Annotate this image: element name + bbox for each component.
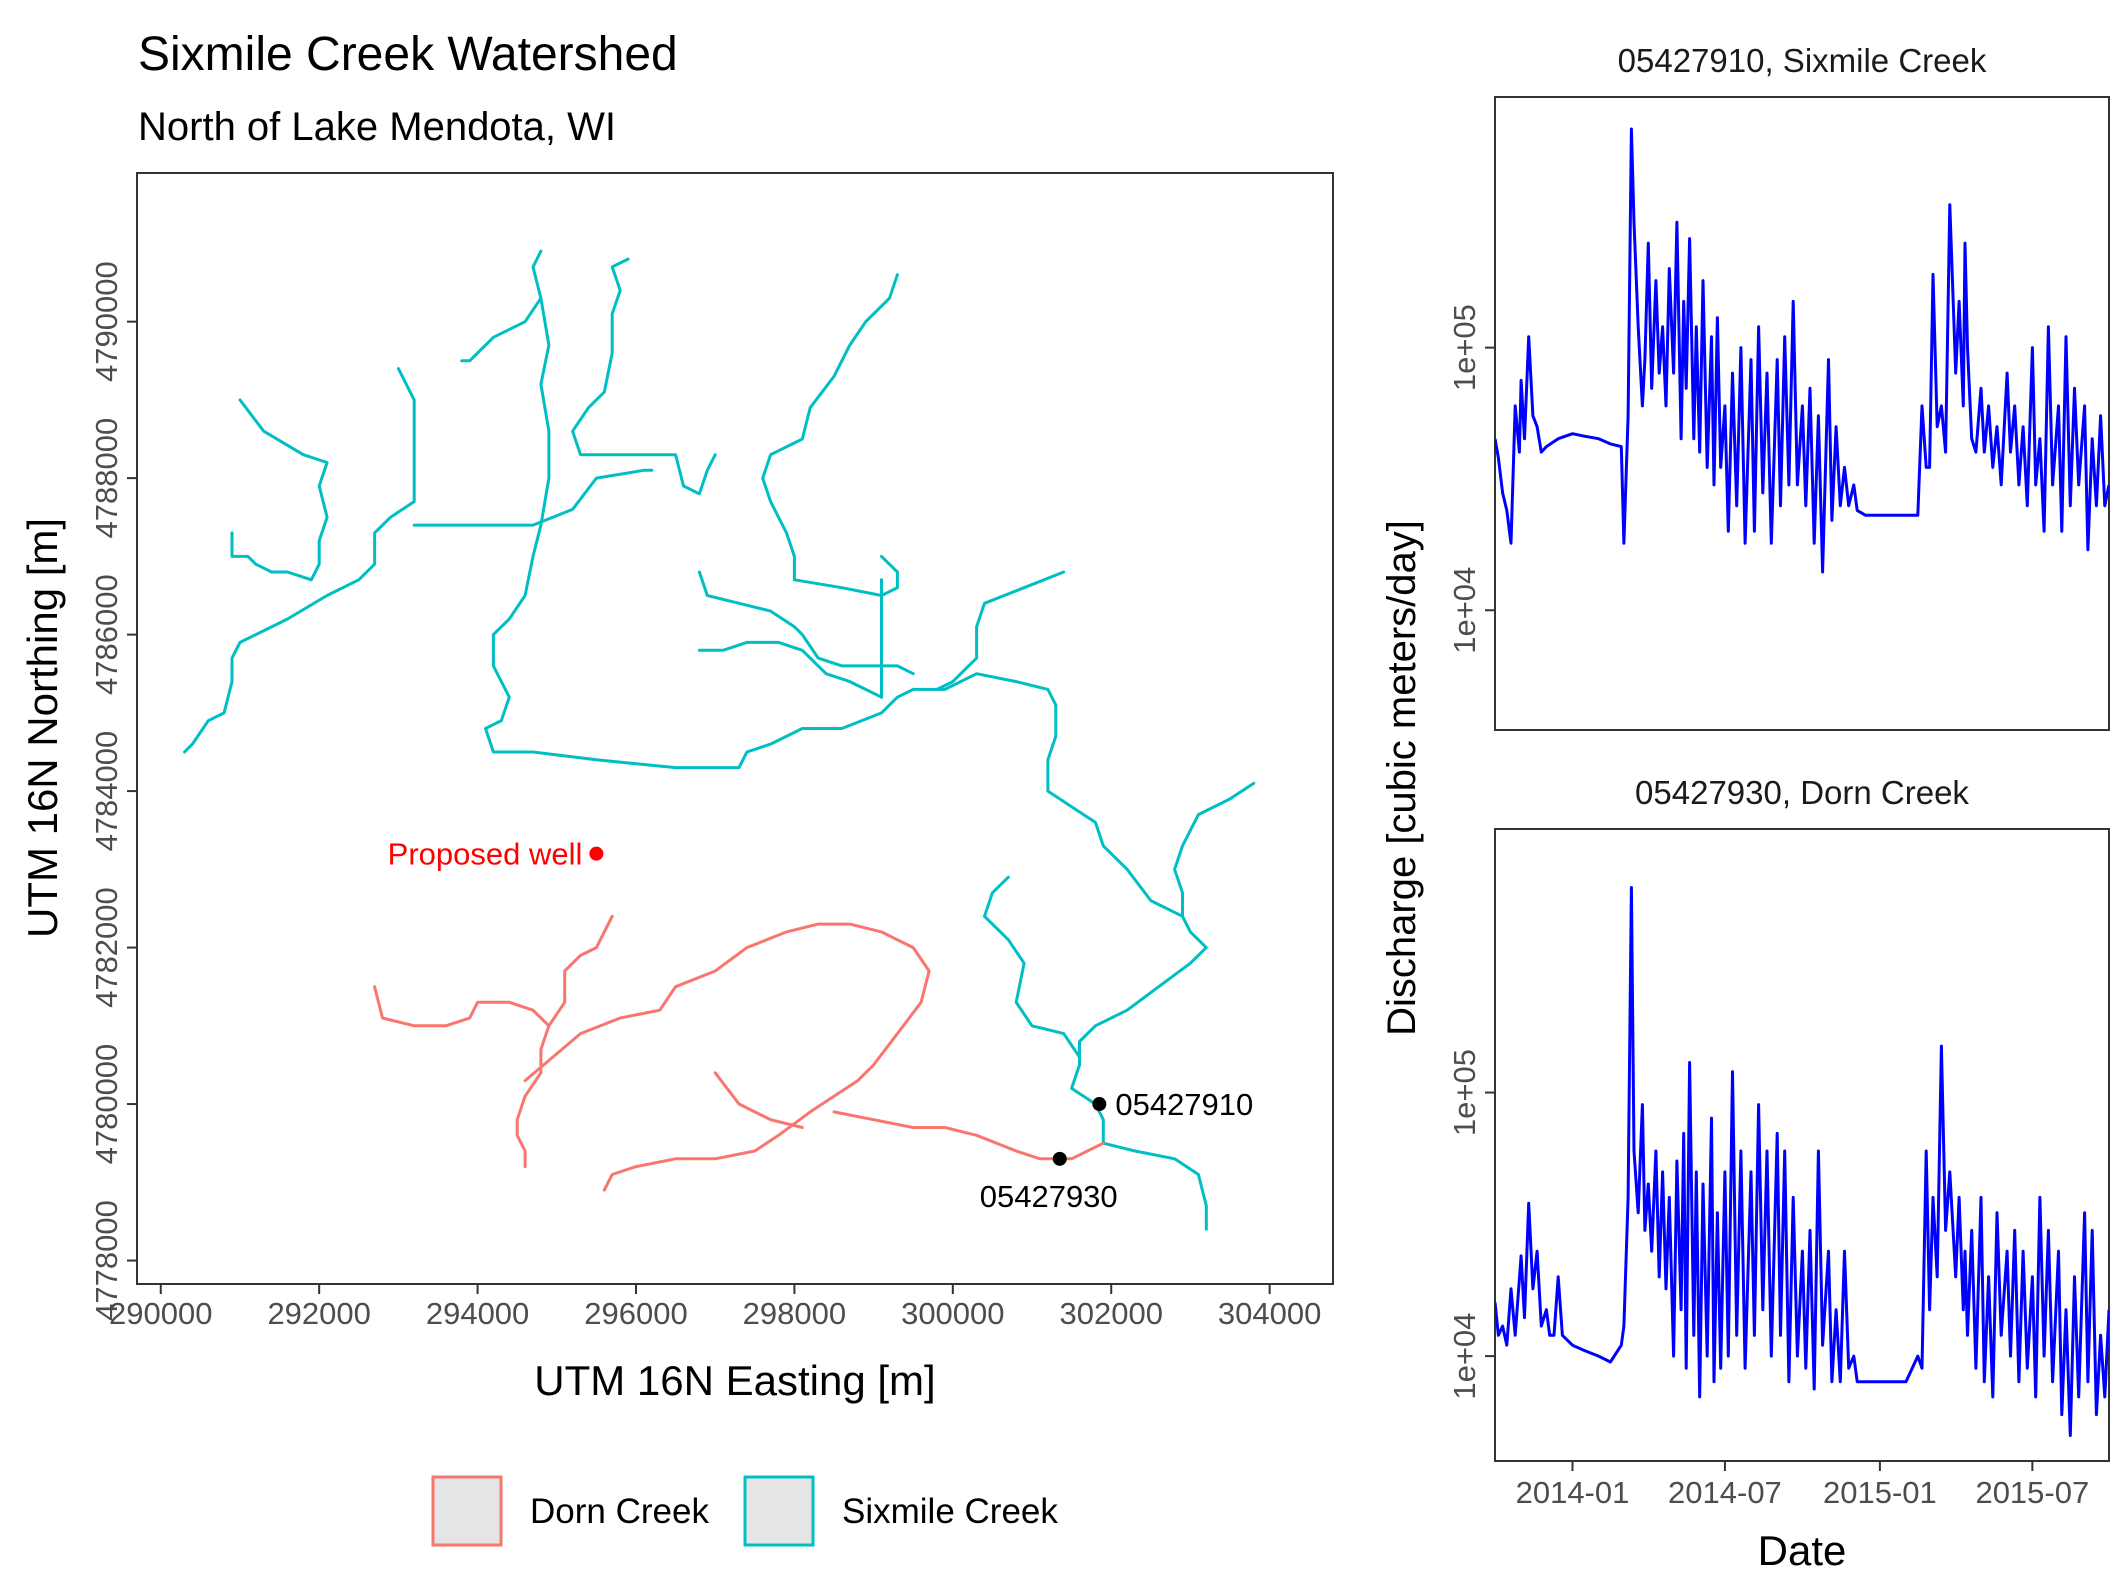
map-y-tick-label: 4778000	[89, 1200, 124, 1321]
05427930-label: 05427930	[980, 1179, 1118, 1214]
sixmile-discharge-line	[1495, 127, 2109, 574]
sixmile-creek-reach-7	[761, 273, 899, 597]
05427910-label: 05427910	[1115, 1087, 1253, 1122]
map-x-axis-label: UTM 16N Easting [m]	[534, 1357, 935, 1404]
map-panel: Proposed well 05427910 05427930 290000 2920…	[19, 172, 1334, 1404]
map-x-tick-label: 292000	[267, 1296, 370, 1331]
map-x-tick-label: 298000	[743, 1296, 846, 1331]
map-x-tick-label: 290000	[109, 1296, 212, 1331]
sixmile-creek-reach-4	[183, 367, 416, 754]
map-title: Sixmile Creek Watershed	[138, 28, 678, 81]
dorn-creek-reach-1	[515, 914, 614, 1169]
map-y-tick-label: 4782000	[89, 887, 124, 1008]
legend-key-dorn-creek	[431, 1475, 503, 1547]
sixmile-creek-reach-1	[460, 249, 543, 363]
dorn-y-tick-label: 1e+04	[1447, 1313, 1482, 1400]
hydrograph-sixmile-title: 05427910, Sixmile Creek	[1618, 42, 1987, 79]
map-y-tick-label: 4784000	[89, 731, 124, 852]
dorn-x-tick-label: 2014-01	[1516, 1475, 1630, 1510]
map-y-tick-label: 4790000	[89, 261, 124, 382]
hydrograph-dorn-y-axis: 1e+04 1e+05	[1447, 1049, 1495, 1400]
sixmile-creek-reach-6	[412, 468, 654, 527]
map-y-tick-label: 4788000	[89, 418, 124, 539]
dorn-creek-reach-4	[713, 1071, 804, 1129]
sixmile-creek-reach-8	[697, 570, 915, 676]
map-x-tick-label: 302000	[1059, 1296, 1162, 1331]
legend-label-dorn-creek: Dorn Creek	[530, 1492, 709, 1531]
hydrograph-x-axis-label: Date	[1758, 1527, 1847, 1574]
sixmile-y-tick-label: 1e+05	[1447, 304, 1482, 391]
05427910-marker	[1092, 1097, 1107, 1112]
dorn-x-tick-label: 2015-01	[1823, 1475, 1937, 1510]
legend-label-sixmile-creek: Sixmile Creek	[842, 1492, 1058, 1531]
map-x-tick-label: 296000	[584, 1296, 687, 1331]
sixmile-creek-reach-13	[983, 875, 1081, 1059]
hydrograph-dorn-plot-area	[1494, 828, 2110, 1462]
dorn-x-tick-label: 2014-07	[1668, 1475, 1782, 1510]
dorn-y-tick-label: 1e+05	[1447, 1049, 1482, 1136]
legend: Dorn Creek Sixmile Creek	[431, 1475, 1058, 1547]
dorn-discharge-line	[1495, 886, 2109, 1437]
dorn-x-tick-label: 2015-07	[1975, 1475, 2089, 1510]
map-y-axis-label: UTM 16N Northing [m]	[19, 518, 66, 938]
hydrograph-y-axis-label: Discharge [cubic meters/day]	[1380, 520, 1424, 1036]
legend-key-sixmile-creek	[743, 1475, 815, 1547]
hydrograph-sixmile-panel: 05427910, Sixmile Creek 1e+04 1e+05	[1447, 42, 2110, 731]
map-subtitle: North of Lake Mendota, WI	[138, 105, 616, 149]
map-y-axis: 4778000 4780000 4782000 4784000 4786000 47880…	[89, 261, 137, 1321]
proposed-well-label: Proposed well	[388, 837, 583, 872]
05427930-marker	[1052, 1151, 1067, 1166]
sixmile-creek-reach-5	[230, 398, 329, 582]
hydrograph-dorn-title: 05427930, Dorn Creek	[1635, 774, 1969, 811]
map-y-tick-label: 4786000	[89, 574, 124, 695]
map-x-tick-label: 300000	[901, 1296, 1004, 1331]
map-x-tick-label: 294000	[426, 1296, 529, 1331]
dorn-creek-reach-3	[523, 922, 931, 1192]
hydrograph-sixmile-y-axis: 1e+04 1e+05	[1447, 304, 1495, 654]
sixmile-y-tick-label: 1e+04	[1447, 567, 1482, 654]
sixmile-creek-reach-9	[697, 640, 883, 699]
dorn-creek-reach-2	[373, 985, 551, 1028]
map-y-tick-label: 4780000	[89, 1044, 124, 1165]
sixmile-creek-reach-12	[1173, 781, 1256, 918]
sixmile-creek-reach-2	[571, 257, 717, 496]
sixmile-creek-reach-11	[935, 570, 1066, 691]
map-x-tick-label: 304000	[1218, 1296, 1321, 1331]
proposed-well-marker	[589, 846, 604, 861]
hydrograph-dorn-x-axis: 2014-01 2014-07 2015-01 2015-07	[1516, 1461, 2089, 1510]
map-x-axis: 290000 292000 294000 296000 298000 300000 3020…	[109, 1284, 1321, 1331]
